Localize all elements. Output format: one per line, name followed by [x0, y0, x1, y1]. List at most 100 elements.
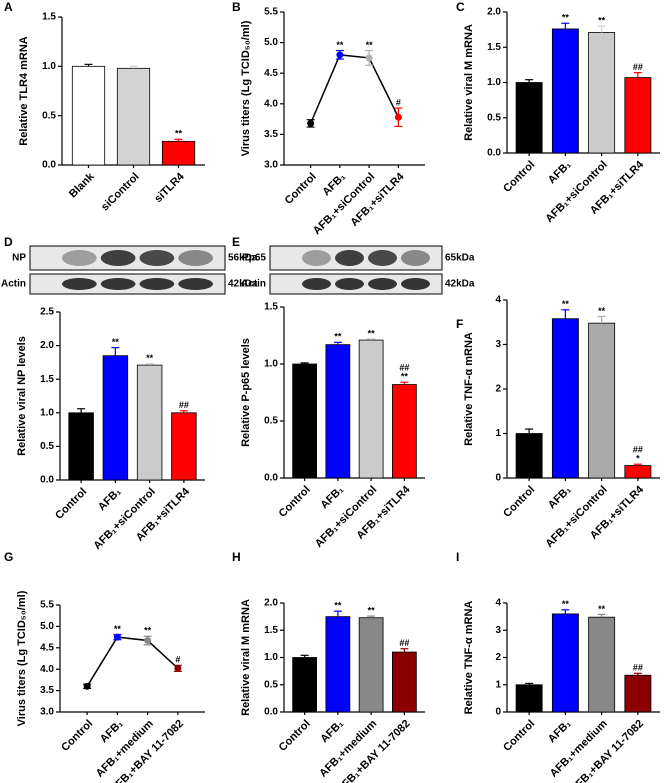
bar	[136, 364, 163, 481]
point	[365, 54, 373, 62]
x-tick-label: Control	[277, 718, 313, 754]
panel-letter: C	[456, 0, 465, 14]
blot-band	[302, 278, 331, 290]
y-axis-label: Relative viral M mRNA	[463, 24, 475, 141]
y-tick-label: 0.5	[264, 679, 278, 690]
bar	[161, 140, 196, 166]
significance-mark: **	[112, 337, 120, 347]
x-tick-label: AFB₁	[318, 717, 346, 745]
x-tick-label: AFB₁+medium	[317, 718, 379, 780]
significance-mark: **	[146, 353, 154, 363]
y-tick-label: 5.0	[40, 621, 54, 632]
y-tick-label: 3.0	[264, 160, 278, 171]
x-tick-label: AFB₁+siControl	[313, 484, 379, 550]
y-tick-label: 1.5	[40, 374, 54, 385]
x-tick-label: Control	[59, 718, 95, 754]
y-tick-label: 1.5	[42, 12, 56, 23]
y-tick-label: 0.0	[40, 475, 54, 486]
y-tick-label: 3.5	[264, 129, 278, 140]
y-axis-label: Relative viral NP levels	[16, 336, 28, 456]
y-tick-label: 4.5	[264, 68, 278, 79]
x-tick-label: AFB₁	[546, 717, 574, 745]
blot-band	[401, 250, 430, 266]
bar	[325, 344, 351, 479]
x-tick-label: AFB₁	[98, 717, 126, 745]
y-tick-label: 1.5	[264, 302, 278, 313]
y-axis-label: Relative TNF-α mRNA	[463, 601, 475, 715]
x-tick-label: siControl	[99, 171, 142, 214]
y-tick-label: 0.0	[264, 473, 278, 484]
y-tick-label: 2	[495, 384, 501, 395]
blot-band	[100, 250, 136, 266]
bar	[515, 82, 543, 154]
significance-mark: ##	[399, 638, 409, 648]
y-tick-label: 4.0	[40, 664, 54, 675]
y-tick-label: 4.5	[40, 642, 54, 653]
bar	[71, 65, 106, 166]
panel-letter: A	[4, 0, 13, 14]
point	[174, 664, 182, 672]
bar	[68, 412, 94, 481]
x-tick-label: Blank	[67, 170, 97, 200]
panel-letter: I	[456, 550, 459, 564]
bar	[551, 318, 579, 479]
significance-mark: **	[598, 306, 606, 316]
significance-mark: **	[336, 40, 344, 50]
y-axis-label: Relative TLR4 mRNA	[18, 36, 30, 145]
blot-band	[368, 250, 397, 266]
panel-letter: F	[456, 317, 463, 331]
blot-band	[335, 250, 364, 266]
panel-letter: H	[232, 550, 241, 564]
y-tick-label: 3	[495, 625, 501, 636]
bar	[171, 412, 197, 481]
point	[307, 119, 315, 127]
point	[394, 113, 402, 121]
bar	[515, 433, 543, 479]
y-tick-label: 2.5	[40, 307, 54, 318]
panel-letter: D	[4, 235, 13, 249]
bar	[551, 28, 579, 154]
blot-band	[335, 278, 364, 290]
y-tick-label: 0.0	[264, 707, 278, 718]
y-tick-label: 1.0	[264, 652, 278, 663]
blot-band	[178, 250, 213, 266]
bar	[392, 384, 417, 479]
y-tick-label: 0.5	[264, 416, 278, 427]
x-tick-label: AFB₁	[96, 485, 124, 513]
y-tick-label: 3.0	[40, 707, 54, 718]
significance-mark: **	[175, 129, 183, 139]
significance-mark: **	[368, 328, 376, 338]
bar	[392, 651, 417, 713]
y-tick-label: 2	[495, 652, 501, 663]
point	[113, 633, 121, 641]
y-tick-label: 1	[495, 679, 501, 690]
blot-band	[62, 278, 97, 290]
y-tick-label: 5.5	[264, 7, 278, 18]
significance-mark: **	[598, 15, 606, 25]
blot-band	[302, 250, 331, 266]
y-tick-label: 4	[495, 295, 501, 306]
y-tick-label: 1.0	[42, 61, 56, 72]
x-tick-label: AFB₁	[318, 483, 346, 511]
blot-label: Actin	[241, 279, 266, 290]
bar	[624, 77, 652, 154]
y-tick-label: 1	[495, 428, 501, 439]
bar	[624, 465, 652, 479]
y-axis-label: Relative viral M mRNA	[240, 599, 252, 716]
point	[336, 51, 344, 59]
x-tick-label: siTLR4	[152, 170, 187, 205]
bar	[102, 355, 129, 481]
significance-mark: ##	[399, 363, 409, 373]
significance-mark: **	[366, 40, 374, 50]
y-tick-label: 0.5	[40, 441, 54, 452]
blot-label: Pp65	[242, 253, 266, 264]
line	[309, 54, 400, 124]
significance-mark: ##	[633, 445, 643, 455]
significance-mark: ##	[179, 400, 189, 410]
y-tick-label: 0.5	[487, 112, 501, 123]
y-tick-label: 1.5	[487, 42, 501, 53]
blot-label: Actin	[1, 279, 26, 290]
blot-strip	[269, 245, 443, 271]
significance-mark: **	[334, 601, 342, 611]
